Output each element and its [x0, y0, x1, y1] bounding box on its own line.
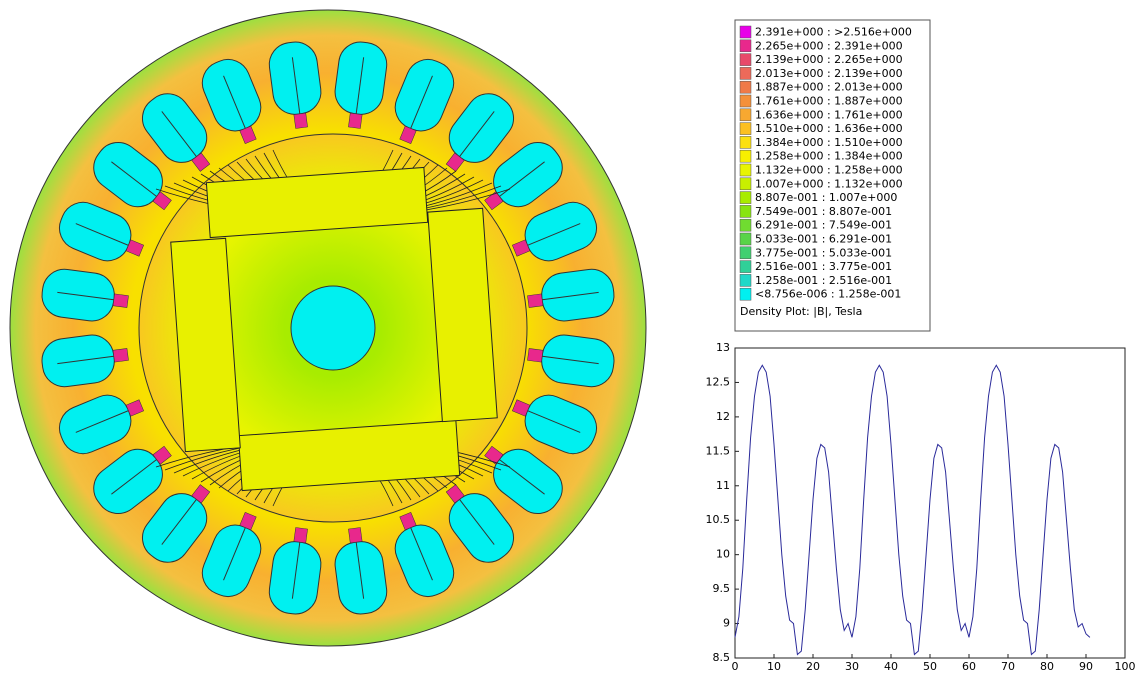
legend-swatch: [740, 150, 751, 162]
x-tick-label: 100: [1115, 660, 1136, 673]
legend-label: 2.516e-001 : 3.775e-001: [755, 260, 892, 273]
legend-label: 1.258e-001 : 2.516e-001: [755, 274, 892, 287]
y-tick-label: 12.5: [706, 375, 731, 388]
legend-label: 8.807e-001 : 1.007e+000: [755, 191, 897, 204]
legend-label: 1.636e+000 : 1.761e+000: [755, 108, 903, 121]
legend-label: 3.775e-001 : 5.033e-001: [755, 246, 892, 259]
legend-label: 2.265e+000 : 2.391e+000: [755, 39, 903, 52]
x-tick-label: 80: [1040, 660, 1054, 673]
legend-label: <8.756e-006 : 1.258e-001: [755, 288, 901, 301]
slot-neck: [113, 294, 128, 308]
legend-label: 1.887e+000 : 2.013e+000: [755, 81, 903, 94]
legend-label: 7.549e-001 : 8.807e-001: [755, 205, 892, 218]
x-tick-label: 30: [845, 660, 859, 673]
slot-neck: [527, 294, 542, 308]
x-tick-label: 10: [767, 660, 781, 673]
line-chart: 0 10 20 30 40 50 60 70 80 90 100 8.5 9 9.5 10 10.5 11 11.…: [706, 341, 1136, 673]
x-tick-label: 50: [923, 660, 937, 673]
slot-neck: [527, 348, 542, 362]
y-tick-label: 11.5: [706, 444, 731, 457]
legend-swatch: [740, 274, 751, 286]
shaft: [291, 286, 375, 370]
legend-label: 6.291e-001 : 7.549e-001: [755, 219, 892, 232]
legend-swatch: [740, 233, 751, 245]
legend-swatch: [740, 192, 751, 204]
x-tick-label: 70: [1001, 660, 1015, 673]
slot-neck: [294, 527, 308, 542]
x-tick-label: 60: [962, 660, 976, 673]
legend-label: 1.510e+000 : 1.636e+000: [755, 122, 903, 135]
legend-swatch: [740, 54, 751, 66]
legend-swatch: [740, 164, 751, 176]
y-tick-label: 12: [716, 410, 730, 423]
legend-swatch: [740, 95, 751, 107]
legend-caption: Density Plot: |B|, Tesla: [740, 305, 862, 318]
x-tick-label: 40: [884, 660, 898, 673]
legend-label: 2.391e+000 : >2.516e+000: [755, 26, 912, 39]
y-tick-label: 10: [716, 548, 730, 561]
slot-neck: [294, 113, 308, 128]
y-tick-label: 9: [723, 617, 730, 630]
legend-label: 5.033e-001 : 6.291e-001: [755, 233, 892, 246]
legend-swatch: [740, 288, 751, 300]
y-tick-label: 8.5: [713, 651, 731, 664]
y-tick-label: 11: [716, 479, 730, 492]
legend-swatch: [740, 247, 751, 259]
y-tick-label: 13: [716, 341, 730, 354]
slot-neck: [113, 348, 128, 362]
x-tick-label: 90: [1079, 660, 1093, 673]
legend-swatch: [740, 136, 751, 148]
page: 2.391e+000 : >2.516e+0002.265e+000 : 2.3…: [0, 0, 1143, 673]
y-tick-label: 10.5: [706, 513, 731, 526]
legend-label: 1.258e+000 : 1.384e+000: [755, 150, 903, 163]
slot-neck: [348, 113, 362, 128]
y-tick-label: 9.5: [713, 582, 731, 595]
legend-swatch: [740, 178, 751, 190]
legend-label: 1.007e+000 : 1.132e+000: [755, 177, 903, 190]
legend-label: 2.013e+000 : 2.139e+000: [755, 67, 903, 80]
motor-plot: [10, 10, 646, 646]
legend-label: 1.761e+000 : 1.887e+000: [755, 95, 903, 108]
legend-swatch: [740, 26, 751, 38]
legend-swatch: [740, 109, 751, 121]
legend-swatch: [740, 123, 751, 135]
legend-swatch: [740, 219, 751, 231]
legend-swatch: [740, 67, 751, 79]
legend-swatch: [740, 261, 751, 273]
legend-swatch: [740, 40, 751, 52]
legend-label: 2.139e+000 : 2.265e+000: [755, 53, 903, 66]
x-tick-label: 20: [806, 660, 820, 673]
screen: 2.391e+000 : >2.516e+0002.265e+000 : 2.3…: [0, 0, 1143, 673]
x-tick-label: 0: [732, 660, 739, 673]
slot-neck: [348, 527, 362, 542]
legend-label: 1.384e+000 : 1.510e+000: [755, 136, 903, 149]
legend-swatch: [740, 81, 751, 93]
legend-label: 1.132e+000 : 1.258e+000: [755, 164, 903, 177]
legend-swatch: [740, 205, 751, 217]
